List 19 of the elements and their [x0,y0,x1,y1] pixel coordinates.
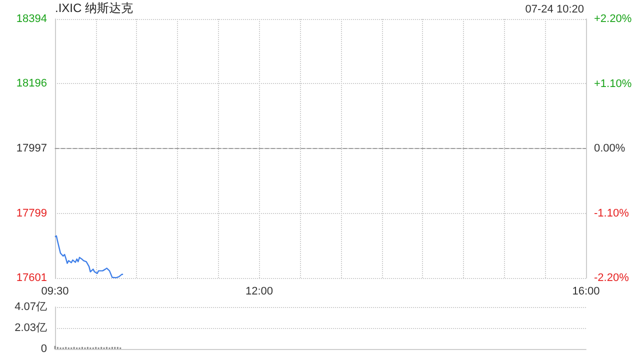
x-tick-label: 16:00 [572,286,600,298]
y2-tick-label: +2.20% [594,13,632,25]
y-tick-label: 17601 [16,272,47,284]
y-tick-label: 18196 [16,78,47,90]
y-tick-label: 0 [40,343,47,355]
chart-title: .IXIC 纳斯达克 [55,1,134,15]
y2-tick-label: 0.00% [594,142,626,154]
y-tick-label: 4.07亿 [14,301,47,313]
y2-tick-label: -1.10% [594,207,630,220]
x-tick-label: 09:30 [41,286,69,298]
y-tick-label: 17799 [16,207,47,220]
y-tick-label: 2.03亿 [14,322,47,334]
line-series [54,235,124,278]
y2-tick-label: -2.20% [594,272,630,284]
y2-tick-label: +1.10% [594,78,632,90]
x-tick-label: 12:00 [245,286,273,298]
y-tick-label: 18394 [16,13,47,25]
text: 07-24 10:20 [525,4,584,16]
y-tick-label: 17997 [16,142,47,155]
